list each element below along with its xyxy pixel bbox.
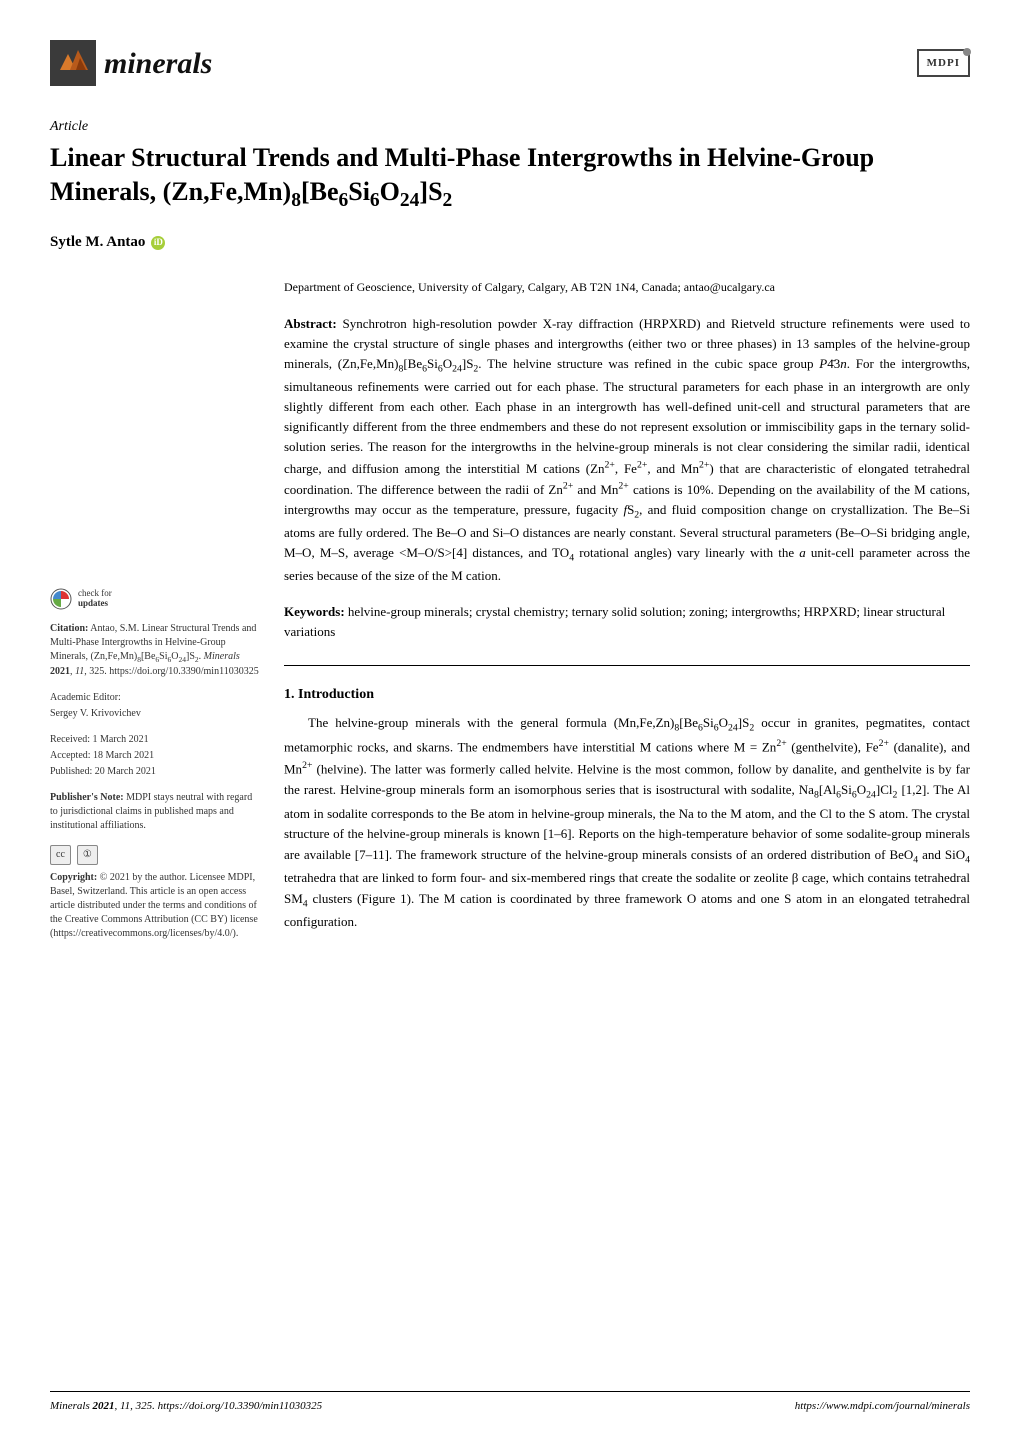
copyright-block: Copyright: © 2021 by the author. License… bbox=[50, 871, 260, 941]
date-received: Received: 1 March 2021 bbox=[50, 733, 260, 747]
date-published: Published: 20 March 2021 bbox=[50, 765, 260, 779]
citation-label: Citation: bbox=[50, 623, 88, 634]
check-updates-text: check for updates bbox=[78, 589, 112, 609]
check-updates-icon bbox=[50, 588, 72, 610]
citation-block: Citation: Antao, S.M. Linear Structural … bbox=[50, 622, 260, 680]
author-row: Sytle M. Antao iD bbox=[50, 231, 970, 254]
keywords-text: helvine-group minerals; crystal chemistr… bbox=[284, 604, 945, 639]
check-updates[interactable]: check for updates bbox=[50, 588, 260, 610]
cc-row: cc ① bbox=[50, 845, 260, 865]
header-row: minerals MDPI bbox=[50, 40, 970, 86]
section-1-title: Introduction bbox=[298, 687, 374, 702]
mdpi-badge: MDPI bbox=[917, 49, 970, 78]
mdpi-text: MDPI bbox=[927, 57, 960, 69]
minerals-icon bbox=[50, 40, 96, 86]
abstract: Abstract: Synchrotron high-resolution po… bbox=[284, 314, 970, 586]
check-line1: check for bbox=[78, 588, 112, 598]
cc-icon: cc bbox=[50, 845, 71, 865]
date-accepted: Accepted: 18 March 2021 bbox=[50, 749, 260, 763]
check-line2: updates bbox=[78, 598, 108, 608]
editor-block: Academic Editor: Sergey V. Krivovichev bbox=[50, 691, 260, 721]
main-column: Department of Geoscience, University of … bbox=[284, 278, 970, 954]
article-title: Linear Structural Trends and Multi-Phase… bbox=[50, 141, 970, 213]
affiliation: Department of Geoscience, University of … bbox=[284, 278, 970, 296]
orcid-icon[interactable]: iD bbox=[151, 236, 165, 250]
sidebar: check for updates Citation: Antao, S.M. … bbox=[50, 278, 260, 954]
dates-block: Received: 1 March 2021 Accepted: 18 Marc… bbox=[50, 733, 260, 779]
publisher-note-block: Publisher's Note: MDPI stays neutral wit… bbox=[50, 791, 260, 833]
intro-paragraph: The helvine-group minerals with the gene… bbox=[284, 713, 970, 933]
keywords-label: Keywords: bbox=[284, 604, 345, 619]
section-1-head: 1. Introduction bbox=[284, 684, 970, 705]
mdpi-dot-icon bbox=[963, 48, 971, 56]
by-icon: ① bbox=[77, 845, 98, 865]
copyright-label: Copyright: bbox=[50, 872, 97, 883]
author-name: Sytle M. Antao bbox=[50, 231, 145, 254]
section-1-number: 1. bbox=[284, 687, 295, 702]
keywords: Keywords: helvine-group minerals; crysta… bbox=[284, 602, 970, 641]
article-type: Article bbox=[50, 116, 970, 137]
journal-name: minerals bbox=[104, 41, 212, 86]
footer-left: Minerals 2021, 11, 325. https://doi.org/… bbox=[50, 1398, 322, 1415]
divider bbox=[284, 665, 970, 666]
journal-logo: minerals bbox=[50, 40, 212, 86]
abstract-text: Synchrotron high-resolution powder X-ray… bbox=[284, 316, 970, 583]
editor-name: Sergey V. Krivovichev bbox=[50, 707, 260, 721]
footer-right[interactable]: https://www.mdpi.com/journal/minerals bbox=[795, 1398, 970, 1415]
pubnote-label: Publisher's Note: bbox=[50, 792, 124, 803]
abstract-label: Abstract: bbox=[284, 316, 337, 331]
editor-label: Academic Editor: bbox=[50, 691, 260, 705]
footer: Minerals 2021, 11, 325. https://doi.org/… bbox=[50, 1391, 970, 1415]
